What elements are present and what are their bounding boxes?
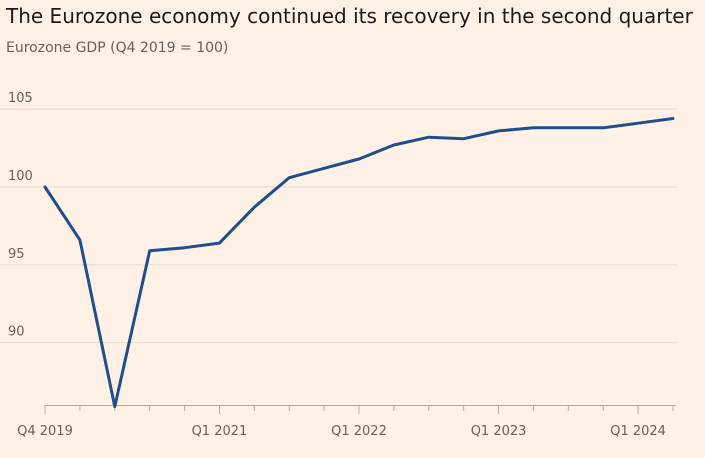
y-tick-label-95: 95: [8, 247, 25, 262]
y-axis-labels: 90 95 100 105: [8, 91, 33, 340]
x-tick-label: Q4 2019: [17, 424, 73, 439]
series-group: [43, 117, 675, 409]
y-tick-label-90: 90: [8, 325, 25, 340]
x-axis-labels: Q4 2019 Q1 2021 Q1 2022 Q1 2023 Q1 2024: [17, 424, 666, 439]
gridlines: [0, 108, 677, 344]
x-tick-label: Q1 2021: [192, 424, 248, 439]
chart-subtitle: Eurozone GDP (Q4 2019 = 100): [6, 40, 229, 56]
x-tick-label: Q1 2022: [331, 424, 387, 439]
y-tick-label-100: 100: [8, 169, 33, 184]
series-line-gdp: [43, 117, 675, 409]
y-tick-label-105: 105: [8, 91, 33, 106]
x-tick-label: Q1 2024: [610, 424, 666, 439]
x-tick-label: Q1 2023: [471, 424, 527, 439]
chart-title: The Eurozone economy continued its recov…: [6, 4, 693, 28]
x-axis-ticks: [44, 405, 674, 414]
